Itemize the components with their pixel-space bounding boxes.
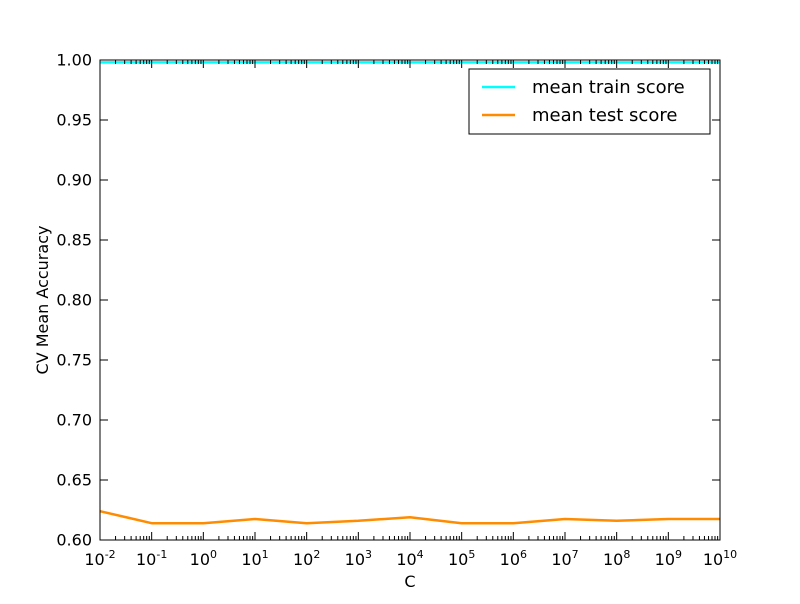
x-tick-label: 109: [655, 548, 682, 569]
x-tick-label-base: 10: [293, 550, 313, 569]
y-tick-label: 0.75: [56, 351, 92, 370]
y-tick-label: 0.90: [56, 171, 92, 190]
x-tick-label: 101: [241, 548, 268, 569]
x-axis-label: C: [404, 572, 415, 591]
x-tick-label-base: 10: [396, 550, 416, 569]
x-tick-label-exponent: 5: [468, 548, 475, 561]
x-tick-label-base: 10: [703, 550, 723, 569]
x-tick-label-base: 10: [84, 550, 104, 569]
x-tick-label-exponent: -1: [156, 548, 167, 561]
x-tick-label-exponent: 3: [365, 548, 372, 561]
x-tick-label: 107: [551, 548, 578, 569]
series-line-2: [99, 509, 720, 525]
y-tick-label: 0.80: [56, 291, 92, 310]
legend-box: [468, 68, 711, 135]
x-tick-label-base: 10: [603, 550, 623, 569]
y-tick-label: 0.65: [56, 471, 92, 490]
x-tick-label-exponent: 4: [417, 548, 424, 561]
x-tick-label: 105: [448, 548, 475, 569]
x-tick-label: 104: [396, 548, 423, 569]
x-tick-label-base: 10: [655, 550, 675, 569]
x-tick-label-base: 10: [190, 550, 210, 569]
x-tick-label: 103: [345, 548, 372, 569]
x-tick-label-base: 10: [448, 550, 468, 569]
x-tick-label-exponent: 0: [210, 548, 217, 561]
legend-label: mean test score: [532, 105, 677, 126]
y-tick-label: 0.95: [56, 111, 92, 130]
x-tick-label: 10-1: [136, 548, 167, 569]
x-tick-label-exponent: 1: [262, 548, 269, 561]
x-tick-label-base: 10: [136, 550, 156, 569]
x-tick-label-exponent: 2: [313, 548, 320, 561]
x-tick-label: 100: [190, 548, 217, 569]
x-tick-label-base: 10: [551, 550, 571, 569]
x-tick-label-exponent: 7: [572, 548, 579, 561]
x-tick-label-base: 10: [500, 550, 520, 569]
x-tick-label-exponent: 10: [723, 548, 737, 561]
x-tick-label: 106: [500, 548, 527, 569]
x-tick-label-exponent: -2: [105, 548, 116, 561]
x-tick-label-base: 10: [345, 550, 365, 569]
y-tick-label: 0.85: [56, 231, 92, 250]
x-tick-label: 10-2: [84, 548, 115, 569]
y-axis-label: CV Mean Accuracy: [33, 226, 52, 375]
x-tick-label: 1010: [703, 548, 737, 569]
x-tick-label-exponent: 8: [623, 548, 630, 561]
y-tick-label: 1.00: [56, 51, 92, 70]
y-tick-label: 0.70: [56, 411, 92, 430]
x-tick-label-base: 10: [241, 550, 261, 569]
x-tick-label-exponent: 9: [675, 548, 682, 561]
legend-label: mean train score: [532, 77, 685, 98]
tick-layer: 10-2 10-1 100 101 102 103 104 105 106 107 108 109 10…: [56, 51, 737, 570]
x-tick-label-exponent: 6: [520, 548, 527, 561]
y-tick-label: 0.60: [56, 531, 92, 550]
x-tick-label: 102: [293, 548, 320, 569]
x-tick-label: 108: [603, 548, 630, 569]
legend: mean train score mean test score: [468, 68, 711, 135]
